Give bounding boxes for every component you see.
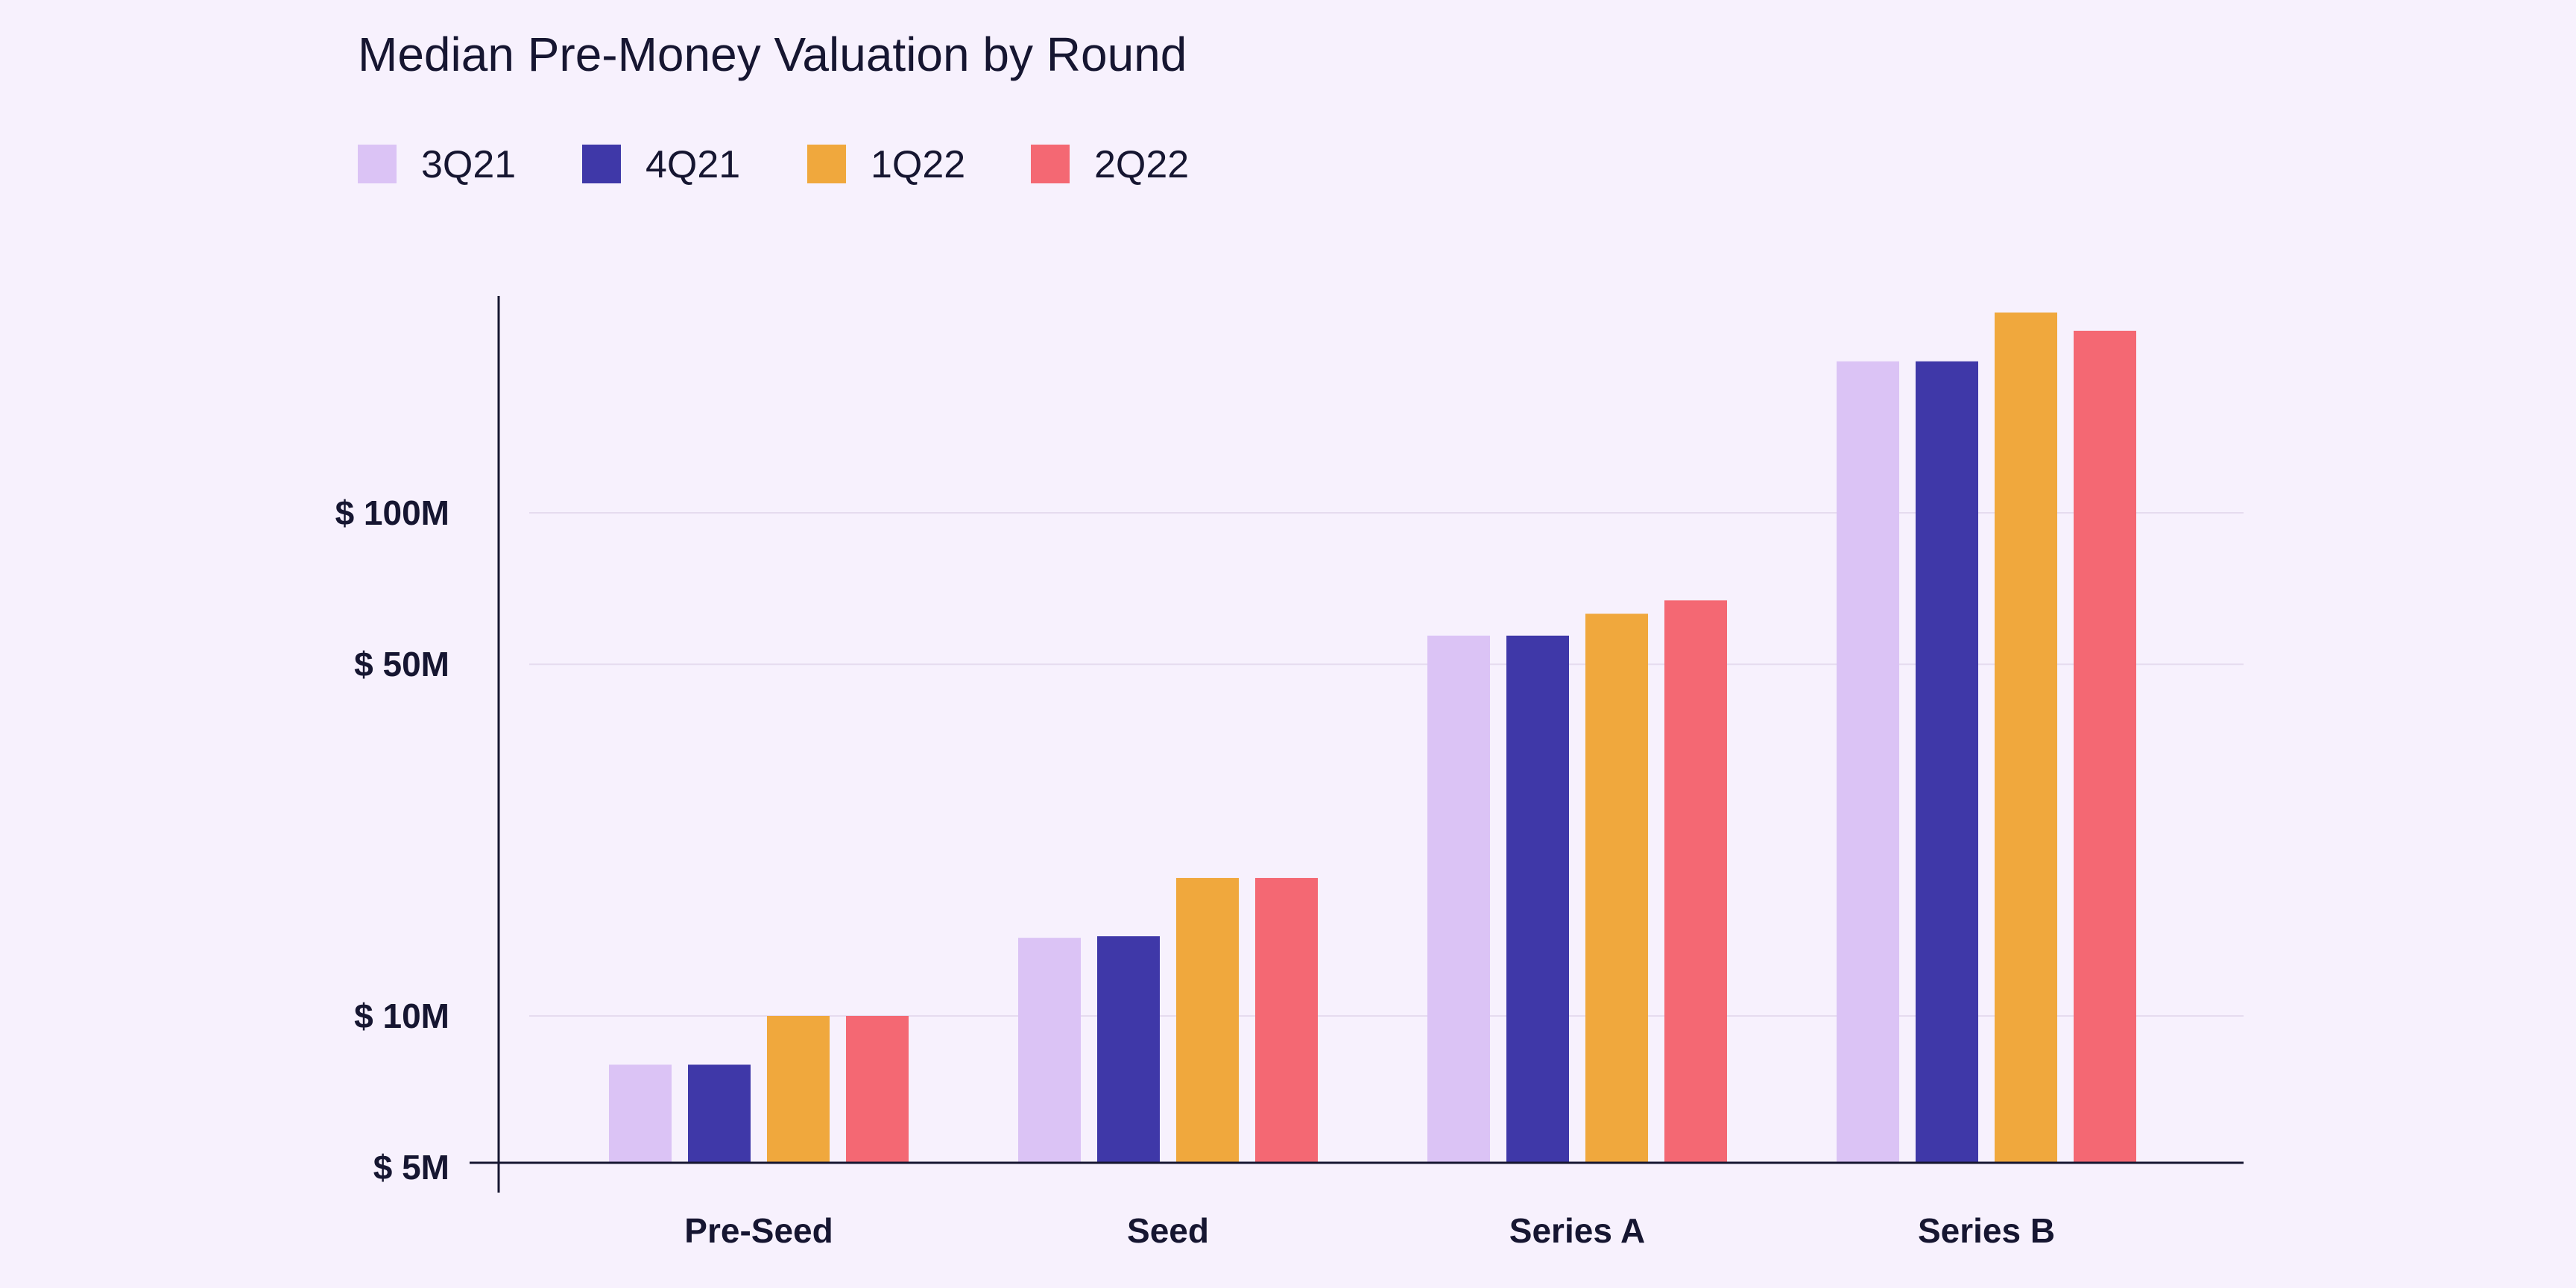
legend-label-2q22: 2Q22 [1094, 143, 1189, 186]
x-tick-label: Series A [1509, 1211, 1645, 1250]
legend-swatch-2q22 [1031, 145, 1070, 183]
bar-seed-1q22 [1176, 877, 1239, 1163]
bar-series-b-2q22 [2074, 330, 2136, 1163]
bar-pre-seed-4q21 [688, 1064, 751, 1163]
legend-swatch-1q22 [807, 145, 846, 183]
x-ticks: Pre-Seed Seed Series A Series B [684, 1211, 2055, 1250]
bar-series-a-4q21 [1506, 635, 1569, 1163]
bar-series-b-4q21 [1916, 361, 1978, 1164]
chart-title: Median Pre-Money Valuation by Round [358, 28, 1187, 81]
x-tick-label: Series B [1918, 1211, 2055, 1250]
bar-seed-3q21 [1018, 938, 1081, 1163]
y-tick-label: $ 5M [373, 1148, 449, 1187]
x-tick-label: Pre-Seed [684, 1211, 833, 1250]
bar-series-b-3q21 [1837, 361, 1899, 1164]
y-ticks: $ 5M $ 10M $ 50M $ 100M [335, 493, 449, 1187]
bar-seed-2q22 [1255, 877, 1318, 1163]
bar-series-a-1q22 [1585, 613, 1648, 1163]
legend-swatch-4q21 [582, 145, 621, 183]
bars [609, 312, 2136, 1164]
bar-series-a-2q22 [1664, 600, 1727, 1163]
bar-pre-seed-2q22 [846, 1016, 909, 1163]
bar-pre-seed-1q22 [767, 1016, 830, 1163]
bar-pre-seed-3q21 [609, 1064, 672, 1163]
x-tick-label: Seed [1127, 1211, 1209, 1250]
legend-label-3q21: 3Q21 [421, 143, 516, 186]
bar-seed-4q21 [1097, 936, 1160, 1163]
y-tick-label: $ 50M [354, 645, 449, 684]
bar-series-a-3q21 [1427, 635, 1490, 1163]
axes [470, 296, 2244, 1193]
legend: 3Q21 4Q21 1Q22 2Q22 [358, 143, 1189, 186]
legend-label-4q21: 4Q21 [645, 143, 740, 186]
legend-label-1q22: 1Q22 [871, 143, 965, 186]
bar-series-b-1q22 [1995, 312, 2057, 1163]
y-tick-label: $ 10M [354, 997, 449, 1035]
gridlines [529, 512, 2244, 1017]
legend-swatch-3q21 [358, 145, 397, 183]
y-tick-label: $ 100M [335, 493, 449, 532]
